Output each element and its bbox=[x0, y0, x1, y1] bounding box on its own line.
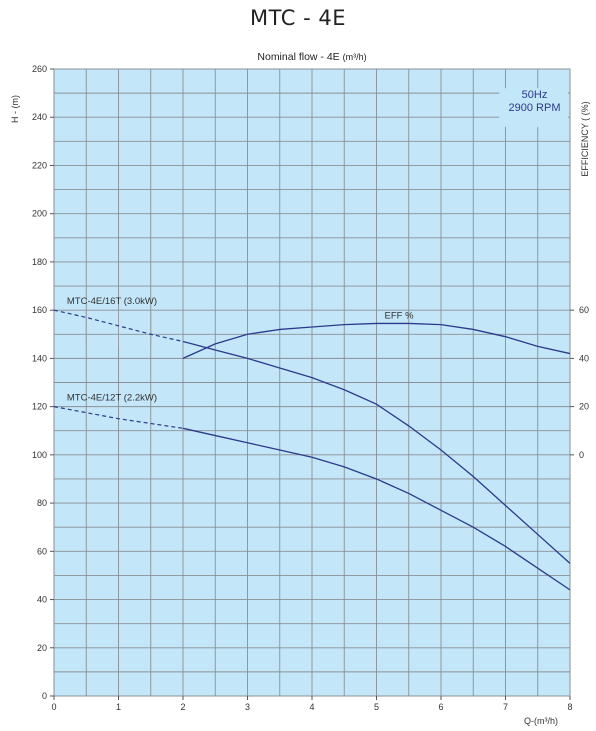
y-tick-label: 260 bbox=[32, 64, 47, 74]
x-tick-label: 1 bbox=[116, 702, 121, 712]
grid-lines bbox=[53, 68, 571, 697]
x-tick-label: 4 bbox=[309, 702, 314, 712]
y2-tick-label: 20 bbox=[579, 402, 589, 412]
x-axis-label: Q-(m³/h) bbox=[524, 716, 558, 726]
x-tick-label: 7 bbox=[503, 702, 508, 712]
chart-title-unit: (m³/h) bbox=[343, 52, 367, 62]
frequency-label: 50Hz bbox=[522, 89, 548, 101]
series-label-12t: MTC-4E/12T (2.2kW) bbox=[67, 393, 157, 404]
y-tick-label: 140 bbox=[32, 353, 47, 363]
axis-ticks: 0 1 2 3 4 5 6 7 80204060801001201401601802002202… bbox=[32, 64, 589, 712]
x-tick-label: 0 bbox=[51, 702, 56, 712]
y2-axis-label: EFFICIENCY ( (%) bbox=[580, 101, 590, 176]
y-tick-label: 240 bbox=[32, 112, 47, 122]
y-tick-label: 180 bbox=[32, 257, 47, 267]
curve-efficiency bbox=[182, 322, 571, 359]
x-tick-label: 6 bbox=[438, 702, 443, 712]
x-tick-label: 5 bbox=[374, 702, 379, 712]
y-tick-label: 220 bbox=[32, 160, 47, 170]
chart-labels: Nominal flow - 4E (m³/h) Q-(m³/h) H - (m) E… bbox=[10, 51, 590, 726]
page-title: MTC - 4E bbox=[250, 6, 346, 30]
y-tick-label: 20 bbox=[37, 643, 47, 653]
curve-12t bbox=[182, 427, 571, 591]
y2-tick-label: 60 bbox=[579, 305, 589, 315]
curve-12t-dashed bbox=[53, 406, 184, 429]
x-tick-label: 2 bbox=[180, 702, 185, 712]
y-tick-label: 60 bbox=[37, 546, 47, 556]
y2-tick-label: 40 bbox=[579, 353, 589, 363]
y-tick-label: 80 bbox=[37, 498, 47, 508]
chart-title: Nominal flow - 4E (m³/h) bbox=[257, 51, 366, 63]
minor-ticks bbox=[85, 310, 152, 347]
y-tick-label: 100 bbox=[32, 450, 47, 460]
y-axis-label: H - (m) bbox=[10, 95, 20, 123]
series-label-eff: EFF % bbox=[385, 311, 415, 322]
curve-16t-dashed bbox=[53, 309, 184, 343]
annotation-bg bbox=[499, 88, 568, 127]
curves bbox=[53, 309, 571, 591]
y-tick-label: 120 bbox=[32, 402, 47, 412]
y2-tick-label: 0 bbox=[579, 450, 584, 460]
y-tick-label: 0 bbox=[42, 691, 47, 701]
x-tick-label: 3 bbox=[245, 702, 250, 712]
x-tick-label: 8 bbox=[567, 702, 572, 712]
y-tick-label: 40 bbox=[37, 595, 47, 605]
y-tick-label: 160 bbox=[32, 305, 47, 315]
y-tick-label: 200 bbox=[32, 209, 47, 219]
rpm-label: 2900 RPM bbox=[509, 102, 561, 114]
curve-16t bbox=[182, 340, 571, 564]
series-label-16t: MTC-4E/16T (3.0kW) bbox=[67, 296, 157, 307]
